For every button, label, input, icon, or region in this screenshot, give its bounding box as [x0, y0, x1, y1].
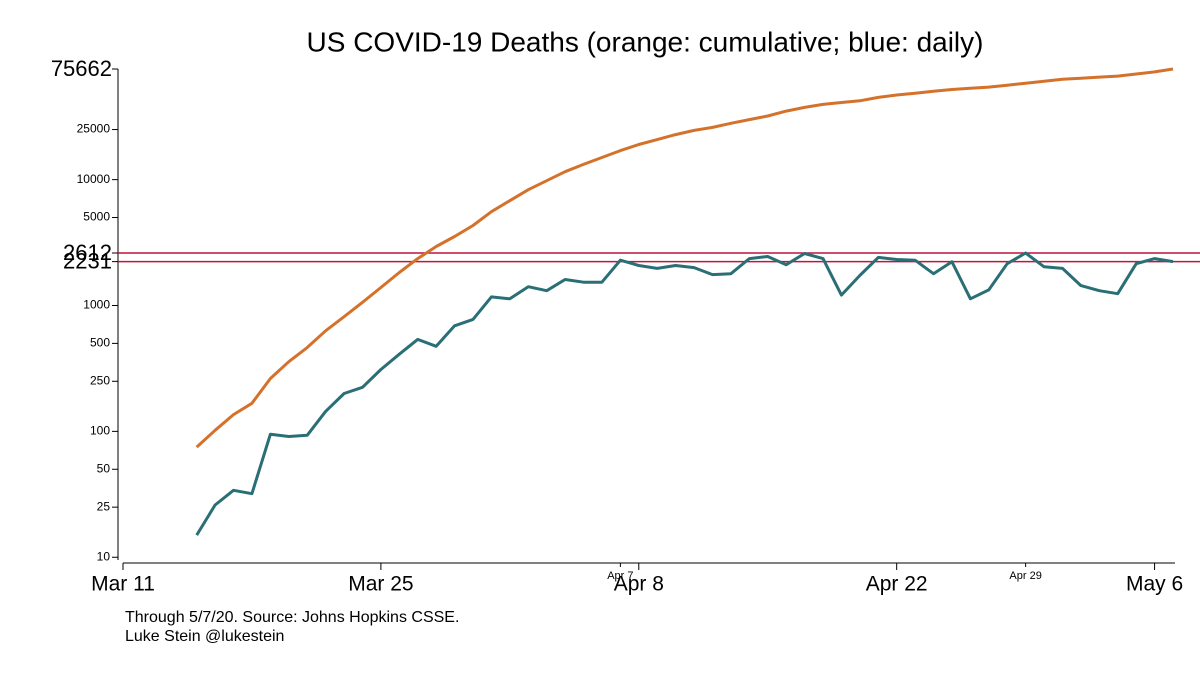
chart-title: US COVID-19 Deaths (orange: cumulative; … — [307, 26, 984, 57]
y-tick-label: 500 — [90, 336, 110, 350]
y-tick-label: 10 — [97, 549, 111, 563]
y-tick-label: 25 — [97, 499, 111, 513]
y-tick-label: 25000 — [77, 122, 111, 136]
y-tick-label: 100 — [90, 424, 110, 438]
author-note: Luke Stein @lukestein — [125, 628, 284, 645]
y-tick-label: 250 — [90, 373, 110, 387]
source-note: Through 5/7/20. Source: Johns Hopkins CS… — [125, 609, 459, 626]
x-minor-tick-label: Apr 7 — [607, 570, 633, 582]
y-tick-label: 2612 — [63, 240, 112, 265]
y-tick-label: 50 — [97, 461, 111, 475]
x-tick-label: May 6 — [1126, 573, 1183, 596]
x-tick-label: Apr 22 — [866, 573, 928, 596]
x-minor-tick-label: Apr 29 — [1009, 570, 1041, 582]
y-tick-label: 1000 — [83, 298, 110, 312]
x-tick-label: Apr 8 — [614, 573, 664, 596]
series-line — [195, 67, 1174, 449]
x-tick-label: Mar 11 — [91, 573, 155, 596]
y-tick-label: 2231 — [63, 248, 112, 273]
y-tick-label: 5000 — [83, 210, 110, 224]
x-tick-label: Mar 25 — [348, 573, 413, 596]
y-tick-label: 75662 — [51, 56, 112, 81]
y-tick-label: 10000 — [77, 172, 111, 186]
series-line — [195, 251, 1174, 536]
